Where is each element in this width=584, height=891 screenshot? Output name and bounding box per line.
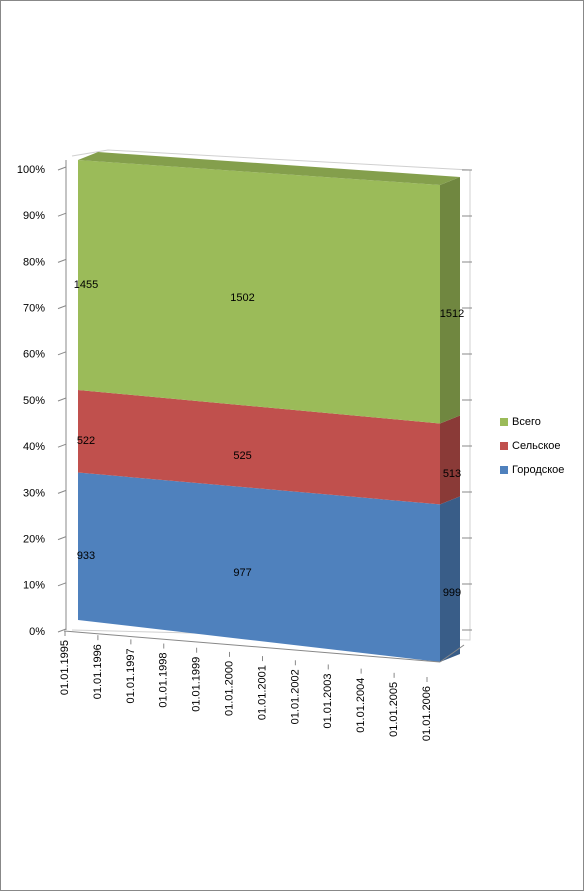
x-axis — [63, 630, 441, 663]
data-label: 933 — [77, 550, 95, 562]
x-tick-label: 01.01.1996 — [92, 644, 104, 699]
y-tick-label: 20% — [23, 534, 45, 546]
x-tick-label: 01.01.2000 — [223, 661, 235, 716]
y-tick — [57, 351, 67, 356]
y-tick-label: 10% — [23, 580, 45, 592]
x-tick-label: 01.01.2001 — [256, 665, 268, 720]
legend-swatch — [500, 442, 508, 450]
data-label: 977 — [233, 567, 251, 579]
y-tick-label: 70% — [23, 303, 45, 315]
x-tick-label: 01.01.1998 — [158, 653, 170, 708]
x-tick-label: 01.01.2003 — [322, 673, 334, 728]
y-tick — [57, 166, 67, 171]
y-tick-label: 40% — [23, 441, 45, 453]
data-label: 513 — [443, 468, 461, 480]
x-tick-label: 01.01.1999 — [191, 657, 203, 712]
data-label: 525 — [233, 450, 251, 462]
data-label: 1502 — [230, 292, 254, 304]
y-tick — [57, 397, 67, 402]
legend-label: Городское — [512, 464, 564, 476]
legend-label: Сельское — [512, 440, 561, 452]
y-tick-label: 90% — [23, 210, 45, 222]
area — [78, 160, 440, 424]
area — [78, 472, 440, 662]
y-tick — [57, 305, 67, 310]
x-axis-depth — [439, 644, 465, 663]
legend-label: Всего — [512, 416, 541, 428]
data-label: 522 — [77, 435, 95, 447]
data-label: 1512 — [440, 308, 464, 320]
y-tick-label: 30% — [23, 487, 45, 499]
area-top — [78, 152, 460, 185]
y-tick — [57, 536, 67, 541]
x-tick-label: 01.01.2006 — [421, 686, 433, 741]
y-tick — [57, 443, 67, 448]
x-tick-label: 01.01.1995 — [59, 640, 71, 695]
area-side — [440, 415, 460, 505]
y-tick — [57, 258, 67, 263]
y-tick — [57, 212, 67, 217]
legend-swatch — [500, 418, 508, 426]
y-tick — [57, 582, 67, 587]
x-tick-label: 01.01.2004 — [355, 678, 367, 733]
legend-swatch — [500, 466, 508, 474]
area-side — [440, 177, 460, 424]
y-tick-label: 0% — [29, 626, 45, 638]
y-tick-label: 80% — [23, 256, 45, 268]
data-label: 999 — [443, 587, 461, 599]
area-side — [440, 496, 460, 662]
x-tick-label: 01.01.2005 — [388, 682, 400, 737]
y-tick-label: 50% — [23, 395, 45, 407]
y-tick-label: 100% — [17, 164, 45, 176]
x-tick-label: 01.01.2002 — [289, 669, 301, 724]
data-label: 1455 — [74, 279, 98, 291]
y-tick — [57, 489, 67, 494]
area — [78, 390, 440, 505]
y-tick-label: 60% — [23, 349, 45, 361]
y-tick — [57, 628, 67, 633]
x-tick-label: 01.01.1997 — [125, 648, 137, 703]
